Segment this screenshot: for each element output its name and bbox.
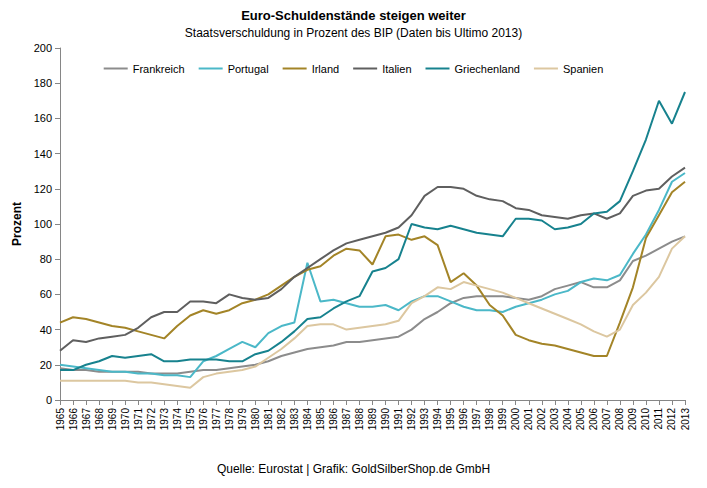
svg-text:1997: 1997 [471, 408, 482, 431]
svg-text:1965: 1965 [55, 408, 66, 431]
svg-text:2006: 2006 [588, 408, 599, 431]
svg-text:1970: 1970 [120, 408, 131, 431]
svg-text:200: 200 [34, 42, 52, 54]
svg-text:1979: 1979 [237, 408, 248, 431]
svg-text:1973: 1973 [159, 408, 170, 431]
svg-text:2010: 2010 [640, 408, 651, 431]
svg-text:2012: 2012 [666, 408, 677, 431]
svg-text:40: 40 [40, 324, 52, 336]
svg-text:1991: 1991 [393, 408, 404, 431]
svg-text:60: 60 [40, 288, 52, 300]
svg-text:2002: 2002 [536, 408, 547, 431]
svg-text:1967: 1967 [81, 408, 92, 431]
svg-text:1969: 1969 [107, 408, 118, 431]
svg-text:1975: 1975 [185, 408, 196, 431]
svg-text:Griechenland: Griechenland [455, 63, 520, 75]
svg-text:Staatsverschuldung in Prozent: Staatsverschuldung in Prozent des BIP (D… [185, 26, 522, 40]
svg-text:1998: 1998 [484, 408, 495, 431]
svg-text:120: 120 [34, 183, 52, 195]
svg-text:1994: 1994 [432, 408, 443, 431]
svg-text:1984: 1984 [302, 408, 313, 431]
svg-text:100: 100 [34, 218, 52, 230]
svg-text:2008: 2008 [614, 408, 625, 431]
svg-text:1980: 1980 [250, 408, 261, 431]
svg-text:Italien: Italien [382, 63, 411, 75]
svg-text:20: 20 [40, 359, 52, 371]
svg-text:160: 160 [34, 112, 52, 124]
svg-text:Prozent: Prozent [10, 202, 24, 246]
svg-text:2011: 2011 [653, 408, 664, 430]
svg-text:1968: 1968 [94, 408, 105, 431]
svg-text:Spanien: Spanien [563, 63, 603, 75]
svg-text:1977: 1977 [211, 408, 222, 431]
svg-text:1983: 1983 [289, 408, 300, 431]
svg-text:1995: 1995 [445, 408, 456, 431]
svg-text:0: 0 [46, 394, 52, 406]
svg-text:1971: 1971 [133, 408, 144, 431]
svg-text:1981: 1981 [263, 408, 274, 431]
svg-text:2003: 2003 [549, 408, 560, 431]
svg-text:1986: 1986 [328, 408, 339, 431]
svg-text:140: 140 [34, 148, 52, 160]
svg-text:1966: 1966 [68, 408, 79, 431]
svg-text:Quelle: Eurostat | Grafik: Gol: Quelle: Eurostat | Grafik: GoldSilberSho… [217, 462, 490, 476]
svg-text:1996: 1996 [458, 408, 469, 431]
svg-text:2001: 2001 [523, 408, 534, 431]
svg-text:1976: 1976 [198, 408, 209, 431]
svg-text:1999: 1999 [497, 408, 508, 431]
svg-text:1988: 1988 [354, 408, 365, 431]
svg-text:80: 80 [40, 253, 52, 265]
svg-text:1982: 1982 [276, 408, 287, 431]
svg-text:1978: 1978 [224, 408, 235, 431]
svg-text:180: 180 [34, 77, 52, 89]
svg-text:1992: 1992 [406, 408, 417, 431]
svg-text:2007: 2007 [601, 408, 612, 431]
svg-text:1989: 1989 [367, 408, 378, 431]
svg-text:Euro-Schuldenstände steigen we: Euro-Schuldenstände steigen weiter [241, 8, 466, 23]
svg-text:2005: 2005 [575, 408, 586, 431]
svg-text:1987: 1987 [341, 408, 352, 431]
svg-text:1985: 1985 [315, 408, 326, 431]
svg-text:2004: 2004 [562, 408, 573, 431]
svg-text:1972: 1972 [146, 408, 157, 431]
svg-text:2000: 2000 [510, 408, 521, 431]
svg-text:2009: 2009 [627, 408, 638, 431]
svg-text:Frankreich: Frankreich [133, 63, 185, 75]
svg-text:2013: 2013 [680, 408, 691, 431]
svg-text:Portugal: Portugal [228, 63, 269, 75]
svg-text:Irland: Irland [312, 63, 340, 75]
svg-text:1993: 1993 [419, 408, 430, 431]
svg-text:1990: 1990 [380, 408, 391, 431]
svg-text:1974: 1974 [172, 408, 183, 431]
